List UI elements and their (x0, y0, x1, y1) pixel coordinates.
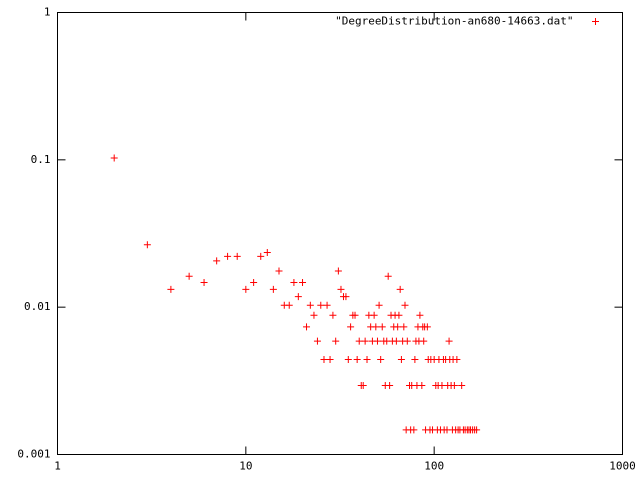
point (299, 279, 307, 287)
legend-marker (592, 18, 599, 25)
point (458, 381, 466, 389)
point (285, 301, 293, 309)
y-tick-label: 0.01 (24, 300, 51, 313)
point (353, 356, 361, 364)
legend-label: "DegreeDistribution-an680-14663.dat" (335, 15, 573, 28)
point (395, 311, 403, 319)
point (423, 323, 431, 331)
point (397, 356, 405, 364)
x-tick-label: 10 (239, 460, 252, 473)
point (403, 337, 411, 345)
point (372, 323, 380, 331)
point (317, 301, 325, 309)
x-tick-label: 100 (424, 460, 444, 473)
point (411, 356, 419, 364)
point (473, 426, 481, 434)
point (303, 323, 311, 331)
point (329, 311, 337, 319)
point (355, 337, 363, 345)
point (224, 252, 232, 260)
point (326, 356, 334, 364)
point (347, 323, 355, 331)
point (263, 248, 271, 256)
point (400, 323, 408, 331)
point (445, 337, 453, 345)
point (310, 311, 318, 319)
x-tick-label: 1 (54, 460, 61, 473)
point (410, 426, 418, 434)
point (418, 381, 426, 389)
point (344, 356, 352, 364)
point (233, 252, 241, 260)
point (290, 279, 298, 287)
point (377, 356, 385, 364)
point (257, 252, 265, 260)
y-tick-label: 1 (44, 6, 51, 19)
point (386, 381, 394, 389)
point (242, 285, 250, 293)
point (370, 311, 378, 319)
x-tick-label: 1000 (609, 460, 636, 473)
point (294, 293, 302, 301)
point (306, 301, 314, 309)
point (213, 257, 221, 265)
point (269, 285, 277, 293)
point (143, 241, 151, 249)
point (361, 337, 369, 345)
point (185, 272, 193, 280)
point (320, 356, 328, 364)
point (401, 301, 409, 309)
point (313, 337, 321, 345)
point (416, 311, 424, 319)
point (375, 301, 383, 309)
point (420, 337, 428, 345)
point (378, 323, 386, 331)
point (396, 285, 404, 293)
point (167, 285, 175, 293)
point (450, 381, 458, 389)
plot-frame (57, 12, 623, 455)
point (200, 279, 208, 287)
point (363, 356, 371, 364)
point (373, 337, 381, 345)
point (392, 337, 400, 345)
point (323, 301, 331, 309)
point (332, 337, 340, 345)
point (342, 293, 350, 301)
point (351, 311, 359, 319)
point (250, 279, 258, 287)
point (384, 272, 392, 280)
y-tick-label: 0.001 (17, 448, 50, 461)
point (394, 323, 402, 331)
point (110, 154, 118, 162)
point (337, 285, 345, 293)
y-tick-label: 0.1 (31, 153, 51, 166)
point (453, 356, 461, 364)
point (275, 267, 283, 275)
point (334, 267, 342, 275)
point (359, 381, 367, 389)
